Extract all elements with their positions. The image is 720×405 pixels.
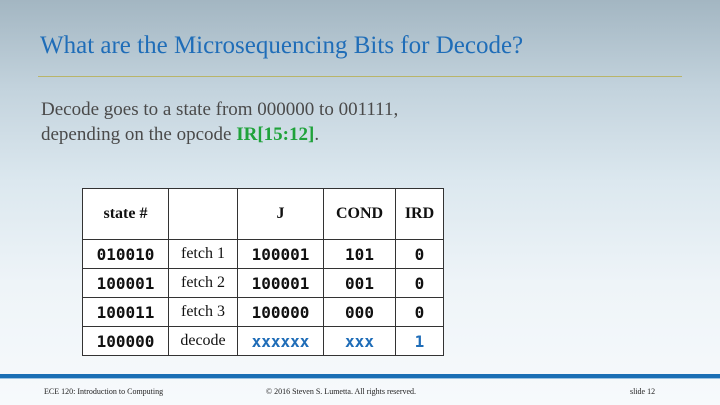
- footer-slide-number: slide 12: [630, 387, 656, 396]
- cell-state: 100000: [82, 326, 169, 356]
- header-ird: IRD: [395, 188, 444, 240]
- cell-label: fetch 2: [168, 268, 238, 298]
- cell-j: 100001: [237, 268, 324, 298]
- cell-ird: 0: [395, 268, 444, 298]
- header-state: state #: [82, 188, 169, 240]
- slide-title: What are the Microsequencing Bits for De…: [40, 32, 524, 59]
- cell-ird: 0: [395, 239, 444, 269]
- footer-bar: [0, 374, 720, 378]
- title-divider: [38, 76, 682, 77]
- cell-j: xxxxxx: [237, 326, 324, 356]
- body-line-1: Decode goes to a state from 000000 to 00…: [41, 99, 399, 120]
- microsequencing-table: state # J COND IRD 010010 fetch 1 100001…: [82, 188, 444, 356]
- header-cond: COND: [323, 188, 396, 240]
- cell-state: 010010: [82, 239, 169, 269]
- cell-label: decode: [168, 326, 238, 356]
- cell-cond: 001: [323, 268, 396, 298]
- table-row-decode: 100000 decode xxxxxx xxx 1: [82, 326, 444, 356]
- table-row: 100001 fetch 2 100001 001 0: [82, 268, 444, 298]
- cell-ird: 1: [395, 326, 444, 356]
- header-j: J: [237, 188, 324, 240]
- opcode-highlight: IR[15:12]: [236, 124, 315, 145]
- footer-copyright: © 2016 Steven S. Lumetta. All rights res…: [266, 387, 417, 396]
- body-line-2-suffix: .: [314, 124, 320, 145]
- footer-bar-accent: [0, 378, 720, 379]
- cell-cond: 101: [323, 239, 396, 269]
- cell-j: 100001: [237, 239, 324, 269]
- footer-course: ECE 120: Introduction to Computing: [44, 387, 164, 396]
- cell-state: 100001: [82, 268, 169, 298]
- body-line-2-prefix: depending on the opcode: [41, 124, 237, 145]
- header-label: [168, 188, 238, 240]
- cell-ird: 0: [395, 297, 444, 327]
- body-line-2: depending on the opcode IR[15:12].: [41, 122, 398, 147]
- cell-j: 100000: [237, 297, 324, 327]
- cell-state: 100011: [82, 297, 169, 327]
- cell-label: fetch 1: [168, 239, 238, 269]
- table-row: 010010 fetch 1 100001 101 0: [82, 239, 444, 269]
- slide-body: Decode goes to a state from 000000 to 00…: [41, 97, 398, 147]
- table-header-row: state # J COND IRD: [82, 188, 444, 240]
- cell-cond: xxx: [323, 326, 396, 356]
- table-row: 100011 fetch 3 100000 000 0: [82, 297, 444, 327]
- cell-label: fetch 3: [168, 297, 238, 327]
- cell-cond: 000: [323, 297, 396, 327]
